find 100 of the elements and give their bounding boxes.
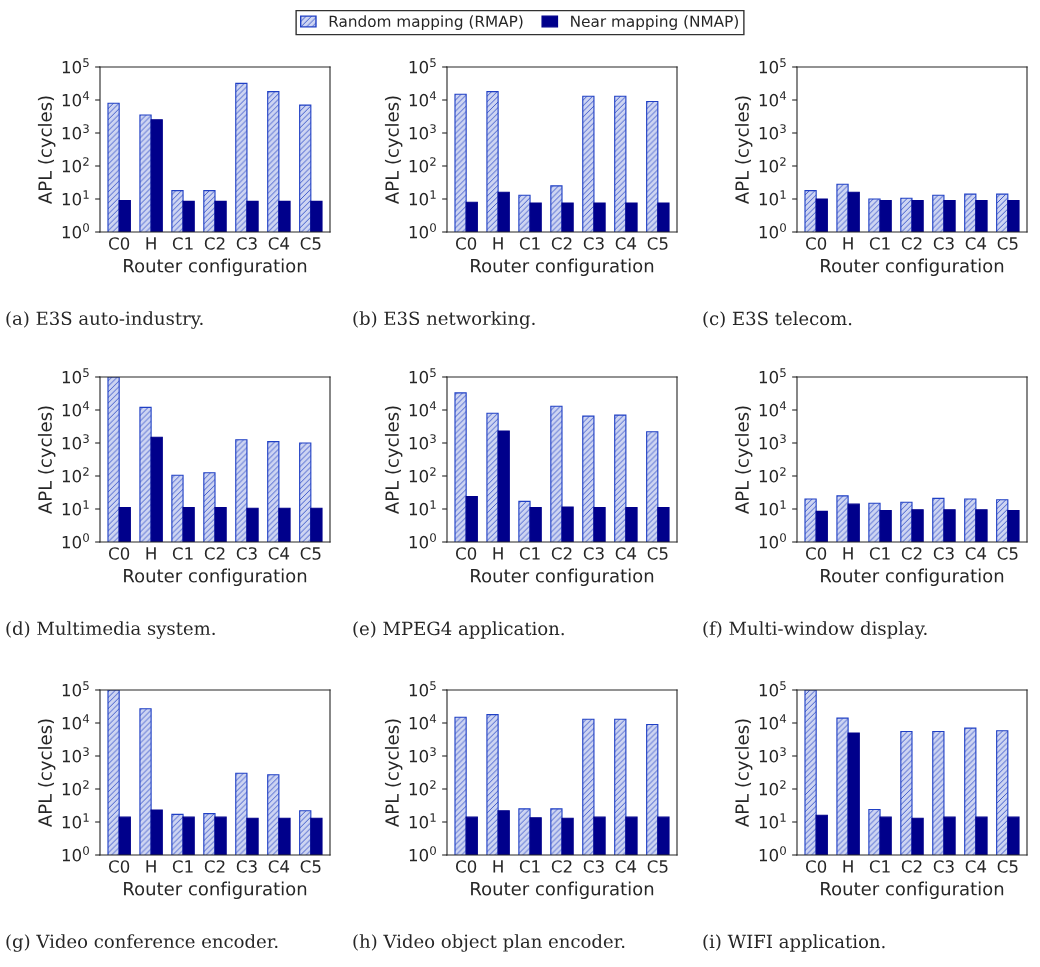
x-tick-label: C0 [108,237,130,250]
text: (g) Video conference encoder. [6,934,278,952]
x-tick-label: C1 [869,237,890,250]
text: (c) E3S telecom. [703,311,852,328]
x-tick-label: C2 [204,547,225,560]
y-tick-label: 10$^{4}$ [409,91,437,107]
y-tick-label: 10$^{1}$ [409,813,436,829]
y-tick-label: 10$^{3}$ [409,434,436,450]
x-tick-label: C2 [901,547,922,560]
y-tick-label: 10$^{2}$ [409,467,436,483]
y-tick-label: 10$^{3}$ [62,434,89,450]
y-tick-label: 10$^{2}$ [409,157,436,173]
x-axis-title: Router configuration [821,881,1004,900]
x-tick-label: H [146,547,156,560]
y-tick-label: 10$^{4}$ [62,91,90,107]
y-tick-label: 10$^{3}$ [62,747,89,763]
x-tick-label: H [843,237,853,250]
x-tick-label: C1 [172,547,193,560]
y-tick-label: 10$^{4}$ [759,91,787,107]
x-tick-label: C0 [108,547,130,560]
x-tick-label: C0 [108,860,130,873]
x-tick-label: C5 [647,860,668,873]
x-tick-label: C0 [455,860,477,873]
x-tick-label: C4 [268,547,290,560]
y-axis-title: APL (cycles) [734,96,753,204]
y-tick-label: 10$^{3}$ [62,124,89,140]
x-tick-label: H [493,237,503,250]
y-tick-label: 10$^{0}$ [759,846,786,862]
x-tick-label: H [146,860,156,873]
x-tick-label: C2 [901,237,922,250]
y-tick-label: 10$^{0}$ [409,533,436,549]
text: (h) Video object plan encoder. [353,934,625,952]
x-tick-label: C3 [933,237,954,250]
x-tick-label: H [493,860,503,873]
text: (f) Multi-window display. [703,621,927,639]
x-tick-label: C3 [583,860,604,873]
text: (e) MPEG4 application. [353,621,564,639]
x-tick-label: C3 [583,547,604,560]
x-tick-label: C3 [236,860,257,873]
y-tick-label: 10$^{5}$ [759,368,786,384]
y-axis-title: APL (cycles) [384,719,403,827]
y-tick-label: 10$^{2}$ [759,780,786,796]
x-tick-label: C1 [519,547,540,560]
y-tick-label: 10$^{1}$ [62,813,89,829]
x-tick-label: C0 [805,547,827,560]
y-tick-label: 10$^{4}$ [409,714,437,730]
x-tick-label: C3 [933,547,954,560]
legend-label: Random mapping (RMAP) [329,15,523,31]
y-tick-label: 10$^{4}$ [759,401,787,417]
x-tick-label: C3 [236,547,257,560]
x-tick-label: C5 [997,237,1018,250]
x-tick-label: C2 [901,860,922,873]
x-tick-label: C2 [204,860,225,873]
x-tick-label: C2 [551,237,572,250]
x-axis-title: Router configuration [471,258,654,277]
y-tick-label: 10$^{1}$ [62,190,89,206]
x-axis-title: Router configuration [124,258,307,277]
y-tick-label: 10$^{1}$ [759,813,786,829]
x-axis-title: Router configuration [124,881,307,900]
x-tick-label: C4 [615,860,637,873]
y-tick-label: 10$^{2}$ [409,780,436,796]
x-tick-label: C3 [236,237,257,250]
y-axis-title: APL (cycles) [37,719,56,827]
y-tick-label: 10$^{2}$ [62,467,89,483]
x-tick-label: C5 [647,237,668,250]
x-tick-label: C1 [869,860,890,873]
y-tick-label: 10$^{5}$ [409,368,436,384]
x-axis-title: Router configuration [471,568,654,587]
y-axis-title: APL (cycles) [734,719,753,827]
x-tick-label: C5 [647,547,668,560]
x-tick-label: C5 [997,547,1018,560]
y-tick-label: 10$^{0}$ [759,223,786,239]
x-tick-label: C1 [869,547,890,560]
x-tick-label: C5 [300,547,321,560]
x-tick-label: C1 [172,860,193,873]
x-tick-label: C2 [204,237,225,250]
y-tick-label: 10$^{3}$ [759,747,786,763]
x-tick-label: C5 [997,860,1018,873]
y-tick-label: 10$^{1}$ [409,190,436,206]
x-tick-label: C2 [551,547,572,560]
y-tick-label: 10$^{4}$ [409,401,437,417]
y-axis-title: APL (cycles) [37,406,56,514]
text: (b) E3S networking. [353,311,535,329]
y-tick-label: 10$^{4}$ [62,714,90,730]
x-tick-label: H [493,547,503,560]
y-tick-label: 10$^{0}$ [62,846,89,862]
y-tick-label: 10$^{5}$ [759,58,786,74]
y-tick-label: 10$^{4}$ [759,714,787,730]
x-tick-label: H [146,237,156,250]
x-tick-label: C4 [965,237,987,250]
x-tick-label: C4 [965,547,987,560]
y-axis-title: APL (cycles) [384,406,403,514]
text: (d) Multimedia system. [6,621,215,639]
x-tick-label: C3 [933,860,954,873]
x-axis-title: Router configuration [821,258,1004,277]
x-tick-label: C1 [519,237,540,250]
x-tick-label: C3 [583,237,604,250]
y-tick-label: 10$^{5}$ [62,681,89,697]
y-tick-label: 10$^{3}$ [759,434,786,450]
y-tick-label: 10$^{2}$ [62,157,89,173]
